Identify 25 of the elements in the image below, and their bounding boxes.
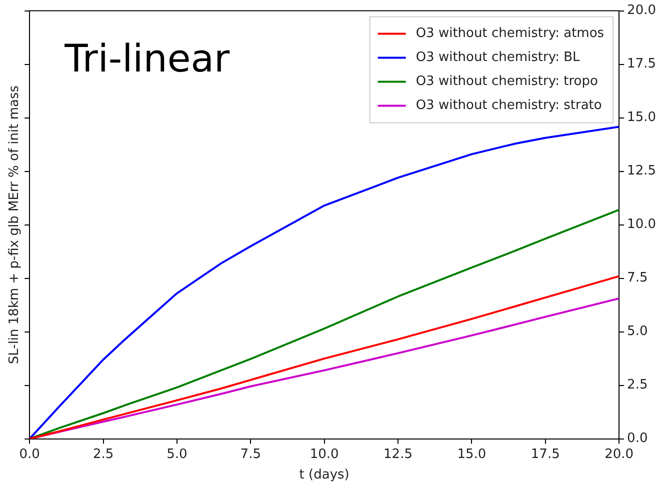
- x-tick-label: 10.0: [310, 446, 339, 462]
- x-tick-label: 2.5: [92, 446, 114, 462]
- x-tick-label: 12.5: [384, 446, 412, 462]
- legend-label: O3 without chemistry: strato: [416, 98, 602, 114]
- y-tick-label: 15.0: [627, 110, 656, 126]
- x-axis-title: t (days): [299, 468, 350, 483]
- legend-label: O3 without chemistry: atmos: [416, 26, 604, 42]
- y-tick-label: 0.0: [627, 431, 648, 446]
- x-tick-label: 5.0: [166, 446, 188, 462]
- y-tick-label: 2.5: [627, 378, 648, 393]
- legend-label: O3 without chemistry: tropo: [416, 74, 598, 90]
- x-tick-label: 0.0: [19, 446, 40, 462]
- y-tick-label: 10.0: [627, 217, 656, 232]
- x-tick-label: 17.5: [530, 446, 560, 462]
- y-tick-label: 17.5: [627, 56, 656, 72]
- y-tick-label: 12.5: [627, 164, 656, 179]
- x-tick-label: 7.5: [240, 446, 261, 462]
- y-tick-label: 7.5: [627, 270, 648, 286]
- x-tick-label: 15.0: [457, 446, 486, 462]
- legend-label: O3 without chemistry: BL: [416, 50, 581, 66]
- y-axis-title: SL-lin 18km + p-fix glb MErr % of init mass: [7, 85, 22, 364]
- y-tick-label: 20.0: [627, 3, 656, 18]
- annotation: Tri-linear: [64, 36, 230, 81]
- x-tick-label: 20.0: [604, 446, 634, 462]
- y-tick-label: 5.0: [627, 324, 648, 340]
